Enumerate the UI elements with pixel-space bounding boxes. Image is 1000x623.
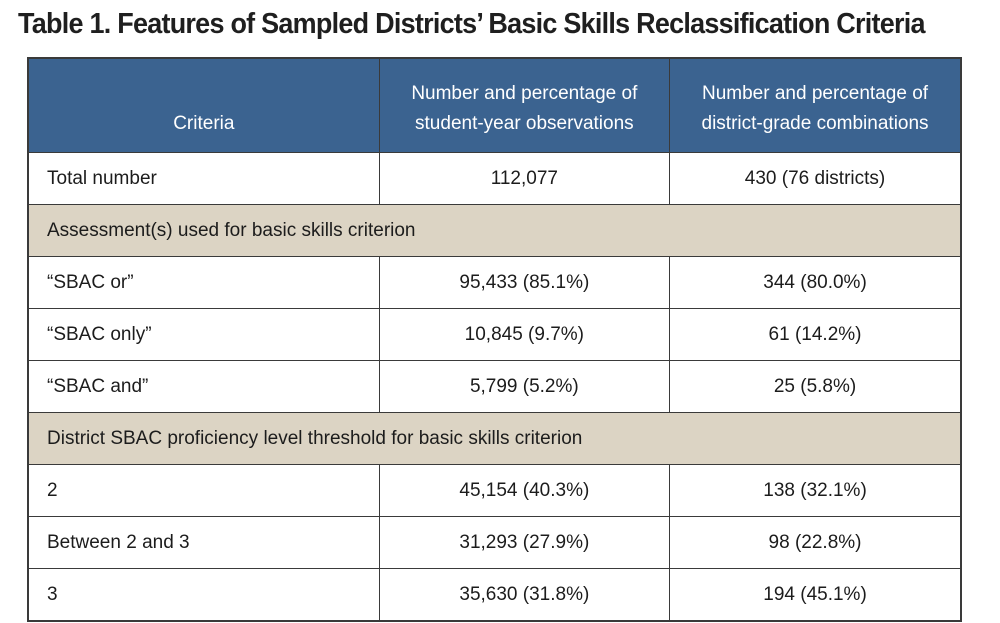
- table-row: Total number 112,077 430 (76 districts): [27, 152, 962, 205]
- table-row: Between 2 and 3 31,293 (27.9%) 98 (22.8%…: [27, 516, 962, 569]
- observations-cell: 5,799 (5.2%): [378, 360, 671, 413]
- district-grade-cell: 25 (5.8%): [669, 360, 962, 413]
- row-label: 3: [27, 568, 380, 622]
- table-row: “SBAC or” 95,433 (85.1%) 344 (80.0%): [27, 256, 962, 309]
- observations-cell: 10,845 (9.7%): [378, 308, 671, 361]
- row-label: Total number: [27, 152, 380, 205]
- district-grade-cell: 98 (22.8%): [669, 516, 962, 569]
- district-grade-cell: 344 (80.0%): [669, 256, 962, 309]
- table-title: Table 1. Features of Sampled Districts’ …: [18, 8, 926, 40]
- observations-cell: 112,077: [378, 152, 671, 205]
- header-student-year-observations: Number and percentage of student-year ob…: [378, 57, 671, 153]
- table-row: 2 45,154 (40.3%) 138 (32.1%): [27, 464, 962, 517]
- row-label: 2: [27, 464, 380, 517]
- header-row: Criteria Number and percentage of studen…: [27, 57, 962, 153]
- section-row: District SBAC proficiency level threshol…: [27, 412, 962, 465]
- observations-cell: 95,433 (85.1%): [378, 256, 671, 309]
- observations-cell: 31,293 (27.9%): [378, 516, 671, 569]
- reclassification-criteria-table: Criteria Number and percentage of studen…: [27, 57, 962, 622]
- section-label: Assessment(s) used for basic skills crit…: [27, 204, 962, 257]
- table-row: 3 35,630 (31.8%) 194 (45.1%): [27, 568, 962, 622]
- row-label: “SBAC only”: [27, 308, 380, 361]
- table-row: “SBAC only” 10,845 (9.7%) 61 (14.2%): [27, 308, 962, 361]
- observations-cell: 45,154 (40.3%): [378, 464, 671, 517]
- district-grade-cell: 61 (14.2%): [669, 308, 962, 361]
- district-grade-cell: 194 (45.1%): [669, 568, 962, 622]
- observations-cell: 35,630 (31.8%): [378, 568, 671, 622]
- header-district-grade-combinations: Number and percentage of district-grade …: [669, 57, 962, 153]
- header-criteria: Criteria: [27, 57, 380, 153]
- section-label: District SBAC proficiency level threshol…: [27, 412, 962, 465]
- row-label: Between 2 and 3: [27, 516, 380, 569]
- row-label: “SBAC or”: [27, 256, 380, 309]
- table-row: “SBAC and” 5,799 (5.2%) 25 (5.8%): [27, 360, 962, 413]
- district-grade-cell: 138 (32.1%): [669, 464, 962, 517]
- section-row: Assessment(s) used for basic skills crit…: [27, 204, 962, 257]
- row-label: “SBAC and”: [27, 360, 380, 413]
- district-grade-cell: 430 (76 districts): [669, 152, 962, 205]
